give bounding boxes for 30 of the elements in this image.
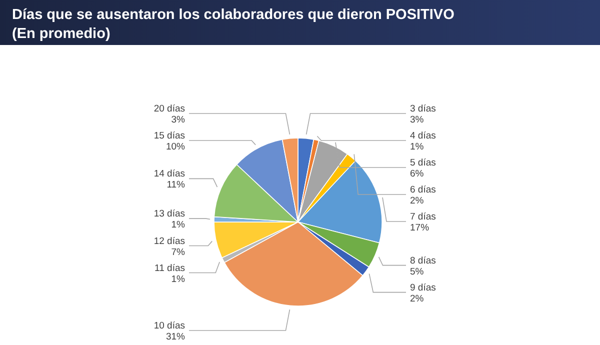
slice-label: 15 días — [154, 130, 186, 142]
data-label: 2% — [410, 293, 424, 304]
data-label: 10% — [166, 141, 186, 152]
data-label: 3% — [171, 114, 186, 126]
slice-label: 9 días — [410, 282, 436, 294]
data-label: 1% — [171, 220, 186, 231]
data-label: 17% — [410, 222, 430, 234]
data-label: 5% — [410, 266, 424, 278]
data-label: 7% — [171, 246, 186, 258]
data-label: 11% — [166, 180, 186, 191]
slice-label: 12 días — [154, 236, 186, 247]
slice-label: 13 días — [154, 208, 186, 220]
slice-label: 5 días — [410, 157, 436, 168]
chart-subtitle: (En promedio) — [12, 26, 110, 42]
slice-label: 8 días — [410, 255, 436, 266]
data-label: 6% — [410, 168, 424, 180]
slice-label: 3 días — [410, 103, 436, 114]
slice-label: 10 días — [154, 320, 186, 332]
chart-title: Días que se ausentaron los colaboradores que dieron POSITIVO — [12, 7, 454, 23]
slice-label: 20 días — [154, 103, 186, 114]
data-label: 2% — [410, 195, 424, 206]
data-label: 1% — [410, 141, 424, 152]
data-label: 3% — [410, 114, 424, 126]
slice-label: 7 días — [410, 211, 436, 222]
slice-label: 6 días — [410, 184, 436, 196]
slice-label: 14 días — [154, 168, 186, 180]
slice-label: 4 días — [410, 130, 436, 142]
data-label: 1% — [171, 274, 186, 285]
data-label: 31% — [166, 332, 186, 343]
slice-label: 11 días — [154, 262, 186, 274]
